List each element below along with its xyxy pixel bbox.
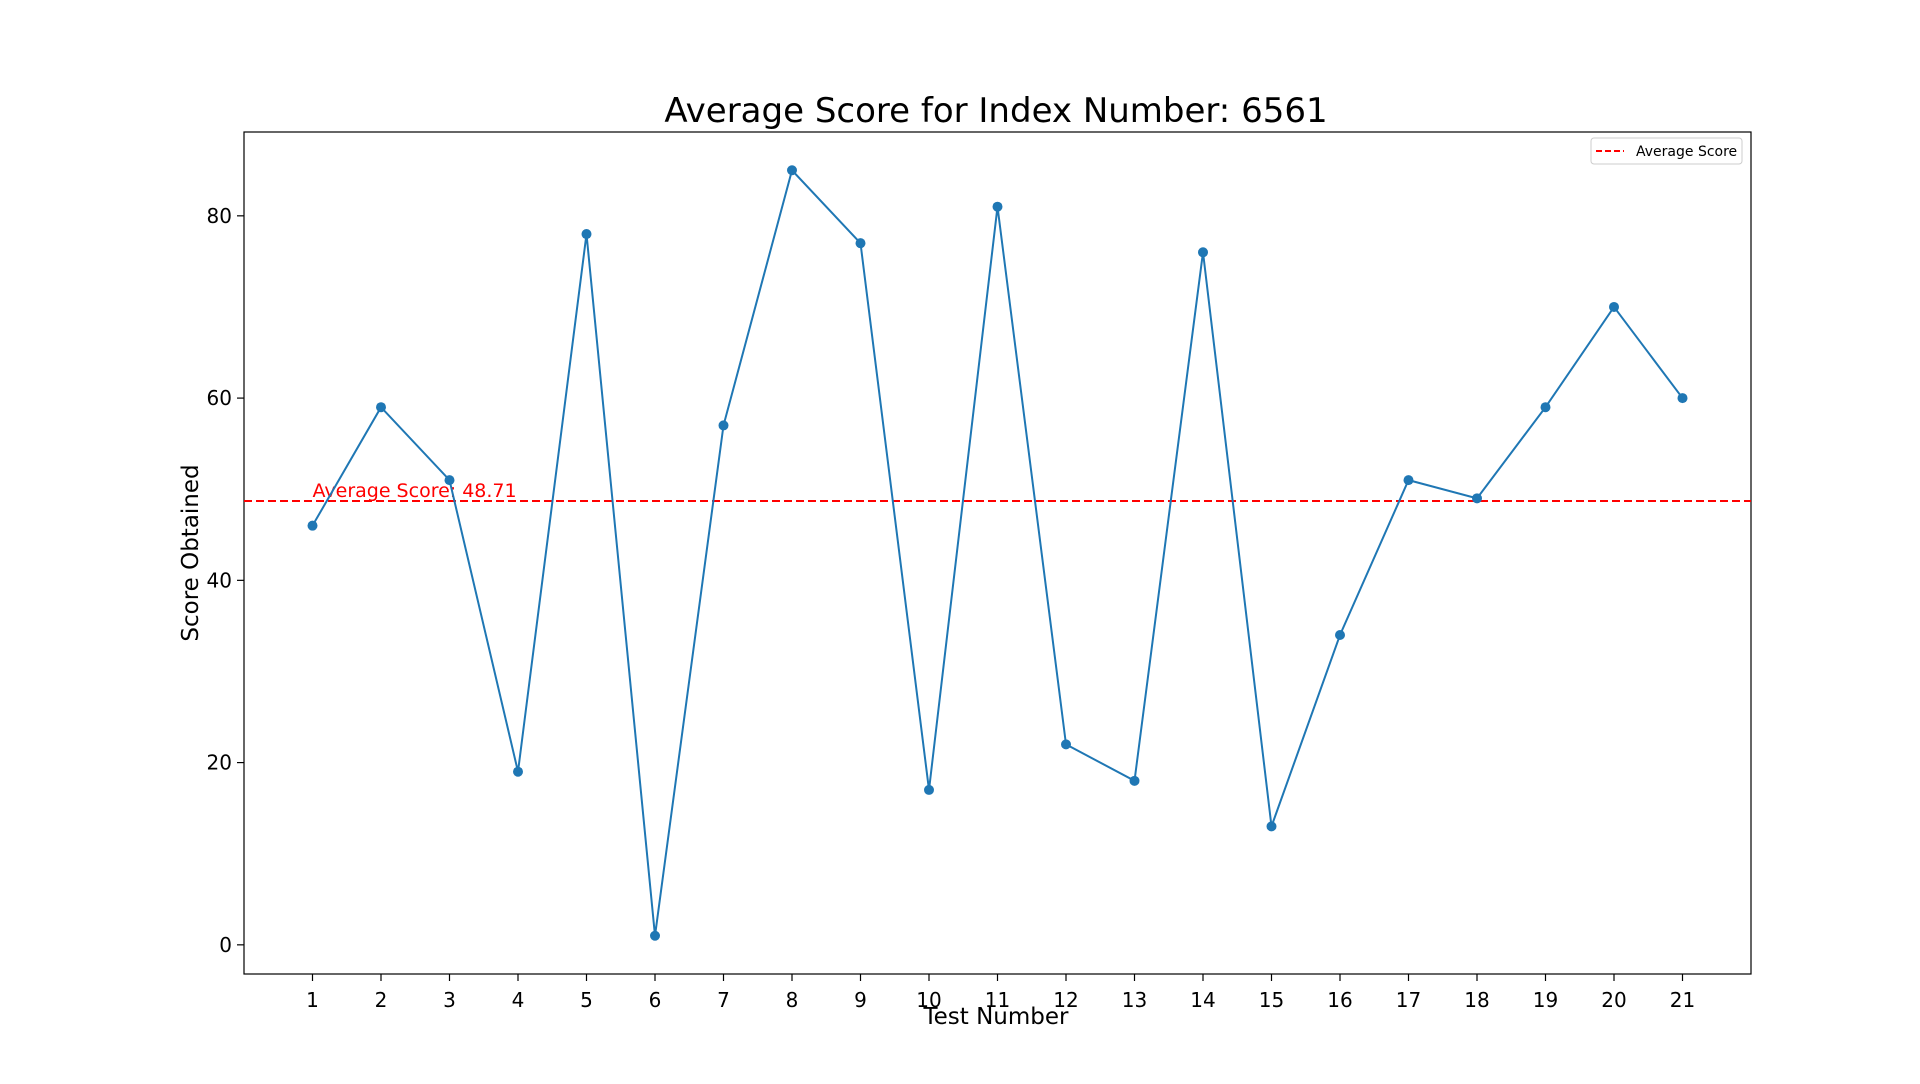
- x-tick-label: 21: [1670, 988, 1695, 1012]
- chart-title: Average Score for Index Number: 6561: [664, 91, 1327, 131]
- x-tick-label: 15: [1259, 988, 1284, 1012]
- x-tick-label: 9: [854, 988, 867, 1012]
- data-point: [376, 402, 386, 413]
- y-tick-label: 80: [207, 204, 232, 228]
- x-axis: 1 2 3 4 5 6 7 8 9 10 11 12 13 14 15 16 17 18 19 20 21: [306, 974, 1695, 1012]
- x-tick-label: 14: [1190, 988, 1215, 1012]
- x-tick-label: 7: [717, 988, 730, 1012]
- y-tick-label: 0: [219, 933, 232, 957]
- data-point: [1129, 775, 1140, 786]
- data-point: [1472, 493, 1482, 504]
- legend-label-average-score: Average Score: [1636, 144, 1737, 160]
- data-point: [787, 165, 797, 176]
- legend-box: [1590, 137, 1743, 165]
- x-tick-label: 11: [985, 988, 1010, 1012]
- data-point: [992, 201, 1003, 212]
- data-point: [307, 520, 318, 531]
- x-tick-label: 13: [1122, 988, 1147, 1012]
- data-point: [650, 930, 660, 941]
- x-tick-label: 6: [649, 988, 662, 1012]
- data-point: [1266, 821, 1277, 832]
- data-point: [1540, 402, 1551, 413]
- data-point: [855, 238, 866, 249]
- legend: Average Score: [1590, 137, 1743, 165]
- average-score-annotation: Average Score: 48.71: [313, 480, 517, 502]
- y-axis: 0 20 40 60 80: [207, 204, 244, 957]
- data-point: [1198, 247, 1208, 258]
- x-tick-label: 3: [443, 988, 456, 1012]
- y-tick-label: 20: [207, 751, 232, 775]
- x-tick-label: 18: [1464, 988, 1489, 1012]
- data-point: [513, 766, 523, 777]
- x-tick-label: 17: [1396, 988, 1421, 1012]
- x-tick-label: 5: [580, 988, 593, 1012]
- data-point: [1061, 739, 1071, 750]
- x-tick-label: 16: [1327, 988, 1352, 1012]
- score-series-line: [311, 168, 1684, 936]
- x-tick-label: 2: [375, 988, 388, 1012]
- x-tick-label: 8: [786, 988, 799, 1012]
- y-tick-label: 60: [207, 386, 232, 410]
- score-series-points: [307, 165, 1688, 941]
- x-tick-label: 4: [512, 988, 525, 1012]
- data-point: [1335, 630, 1345, 641]
- data-point: [444, 475, 455, 486]
- data-point: [581, 229, 592, 240]
- y-axis-title: Score Obtained: [178, 464, 204, 641]
- data-point: [1677, 393, 1688, 404]
- data-point: [1403, 475, 1414, 486]
- x-axis-title: Test Number: [923, 1004, 1070, 1030]
- x-tick-label: 10: [916, 988, 941, 1012]
- x-tick-label: 19: [1533, 988, 1558, 1012]
- data-point: [924, 784, 934, 795]
- x-tick-label: 12: [1053, 988, 1078, 1012]
- x-tick-label: 20: [1601, 988, 1626, 1012]
- data-point: [718, 420, 729, 431]
- plot-area: [243, 131, 1752, 975]
- x-tick-label: 1: [306, 988, 319, 1012]
- y-tick-label: 40: [207, 568, 232, 592]
- data-point: [1609, 301, 1619, 312]
